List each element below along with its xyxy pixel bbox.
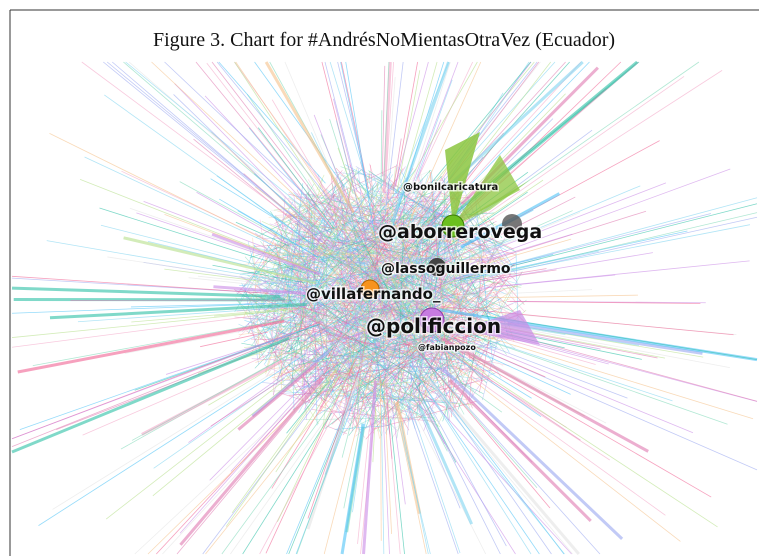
- node-label: @polificcion: [366, 314, 501, 338]
- node-label: @fabianpozo: [418, 343, 476, 352]
- node-label: @lassoguillermo: [381, 261, 511, 277]
- node-label: @aborrerovega: [378, 221, 542, 243]
- node-label: @bonilcaricatura: [403, 182, 498, 193]
- figure: Figure 3. Chart for #AndrésNoMientasOtra…: [0, 0, 759, 556]
- figure-title: Figure 3. Chart for #AndrésNoMientasOtra…: [153, 29, 615, 51]
- node-label: @villafernando_: [306, 285, 441, 303]
